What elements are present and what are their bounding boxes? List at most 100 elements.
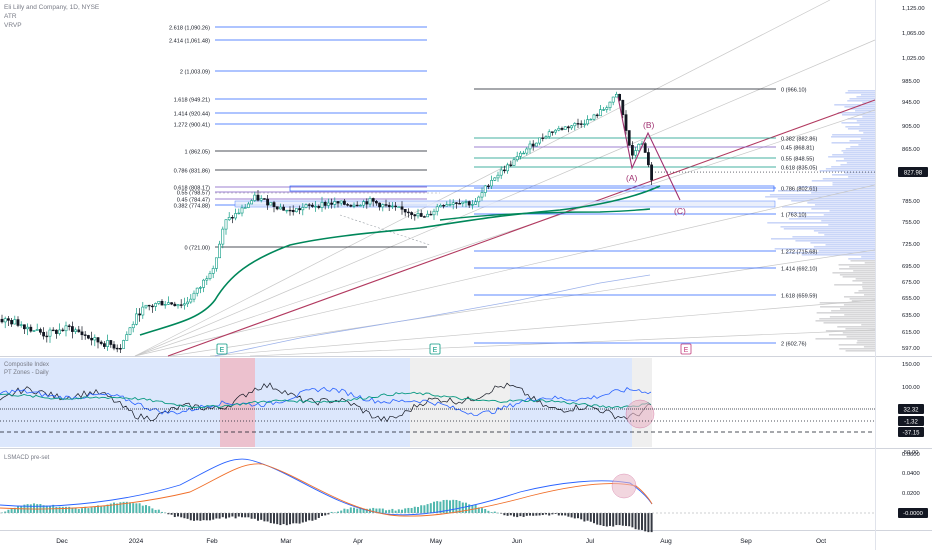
macd-histogram-bar [471,505,474,513]
candle-body [128,327,132,335]
volume-profile-bar [831,136,875,138]
price-axis-tick: 597.00 [902,346,920,352]
candle-body [278,206,282,210]
volume-profile [765,90,875,352]
volume-profile-bar [862,286,875,288]
candle-body [202,279,206,288]
fib-right-label: 1.272 (715.68) [781,250,818,256]
fib-right-label: 2 (602.76) [781,342,807,348]
macd-histogram-bar [177,513,179,517]
macd-histogram-bar [260,513,263,520]
volume-profile-bar [832,134,875,136]
fib-right-label: 0.45 (868.81) [781,146,814,152]
candle-body [586,119,590,125]
candle-body [525,148,529,154]
trend-fan-lines [134,0,876,357]
candle-body [442,205,446,207]
macd-histogram-bar [49,505,51,513]
volume-profile-bar [849,266,875,268]
macd-histogram-bar [199,513,202,521]
macd-histogram-bar [157,509,160,513]
candle-body [42,331,46,337]
candle-body [266,198,270,206]
value-badge-text: 32.32 [903,408,919,414]
volume-profile-bar [829,316,875,318]
volume-profile-bar [855,278,875,280]
value-badge-text: -37.15 [902,431,920,437]
volume-profile-bar [791,200,875,202]
macd-axis-tick: 0.0600 [902,452,920,458]
candle-body [285,209,289,212]
macd-histogram-bar [516,513,519,518]
macd-histogram-bar [266,513,269,522]
volume-profile-bar [807,202,875,204]
candle-body [237,212,241,215]
candle-body [99,341,103,344]
volume-profile-bar [845,328,875,330]
macd-title[interactable]: LSMACD pre-set [4,455,50,461]
fib-left-label: 1.272 (900.41) [174,123,211,129]
macd-histogram-bar [113,502,115,513]
macd-histogram-bar [551,513,554,515]
time-axis-label: Jul [586,538,595,545]
macd-histogram-bar [420,505,423,513]
candle-body [634,150,638,156]
macd-histogram-bar [132,503,135,513]
macd-histogram-bar [509,513,512,516]
volume-profile-bar [847,118,875,120]
candle-body [410,212,414,215]
volume-profile-bar [795,240,875,242]
price-axis-tick: 725.00 [902,242,920,248]
indicator-vrvp-label[interactable]: VRVP [4,22,22,29]
candle-body [608,101,612,108]
candle-body [122,340,126,349]
macd-histogram-bar [596,513,599,525]
candle-body [397,206,401,208]
candle-body [589,118,593,121]
candle-body [547,131,551,137]
fib-left-label: 0.45 (784.47) [177,198,210,204]
macd-histogram-bar [145,505,147,513]
volume-profile-bar [783,228,875,230]
candle-body [179,304,183,306]
candle-body [378,202,382,208]
macd-histogram-bar [116,503,119,513]
candle-body [483,185,487,193]
macd-histogram-bar [375,508,378,513]
macd-histogram-bar [225,513,227,519]
candle-body [247,203,250,208]
axes: 1,125.00 1,065.00 1,025.00 985.00 945.00 905.… [56,6,928,545]
candle-body [195,287,199,294]
volume-profile-bar [811,188,875,190]
macd-histogram-bar [173,513,176,518]
candle-body [131,323,135,329]
macd-histogram-bar [500,513,503,514]
macd-histogram-bar [394,510,397,513]
fib-left-label: 1 (862.05) [185,150,211,156]
volume-profile-bar [816,312,875,314]
symbol-title[interactable]: Eli Lilly and Company, 1D, NYSE [4,4,100,11]
candle-body [317,205,321,208]
macd-histogram-bar [180,513,183,518]
candle-body [16,319,20,326]
volume-profile-bar [834,284,875,286]
candle-body [346,204,350,206]
candle-body [29,326,33,332]
candle-body [544,136,548,139]
fib-right-label: 1.618 (659.59) [781,294,818,300]
macd-histogram-bar [628,513,631,527]
volume-profile-bar [777,198,875,200]
candle-body [650,164,654,181]
macd-histogram-bar [317,513,320,518]
volume-profile-bar [841,114,875,116]
indicator-atr-label[interactable]: ATR [4,13,17,20]
composite-title[interactable]: Composite Index [4,362,50,368]
event-marker-label: E [220,347,225,354]
macd-histogram-bar [458,500,461,513]
price-axis-tick: 675.00 [902,280,920,286]
candle-body [291,209,295,213]
macd-histogram-bar [609,513,611,526]
macd-histogram-bar [621,513,624,526]
